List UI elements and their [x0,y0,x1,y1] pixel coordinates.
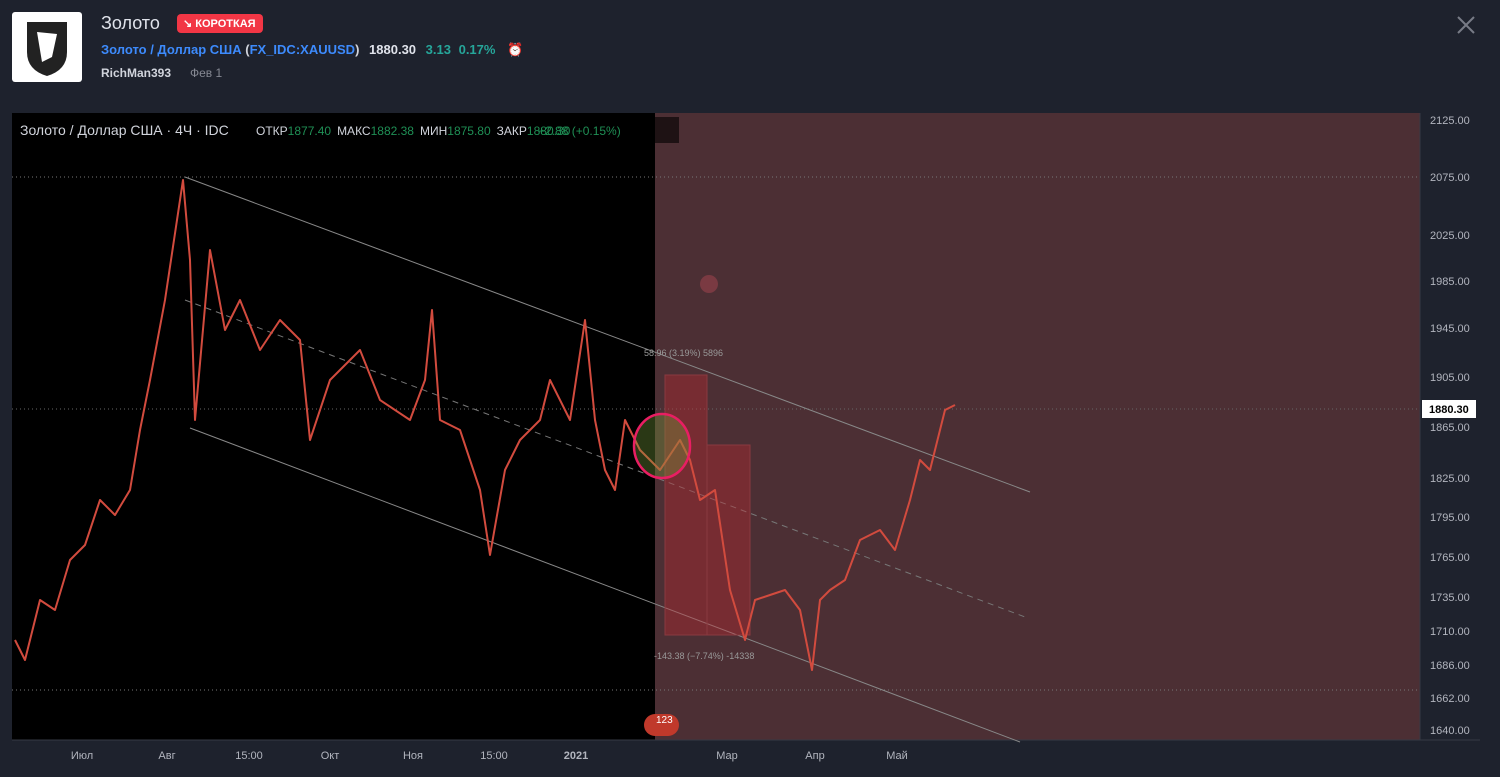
channel-upper [184,176,1031,493]
time-label: Апр [805,750,824,762]
price-label: 2075.00 [1430,172,1470,184]
ohlc-label: МАКС [337,124,371,138]
range-box [664,374,708,636]
change-pct: 0.17% [458,42,496,57]
ohlc-value: 1882.38 [371,124,415,138]
paren: ( [245,42,250,57]
annotation: 58.96 (3.19%) 5896 [644,348,723,358]
events-count: 123 [656,715,673,726]
change: 3.13 [425,42,451,57]
range-box [706,444,751,636]
price-label: 1945.00 [1430,323,1470,335]
channel-mid [184,299,1026,618]
idea-title: Золото [101,13,160,33]
ohlc-label: ЗАКР [497,124,527,138]
time-label: Мар [716,750,738,762]
legend-bg [14,117,679,143]
price-label: 1735.00 [1430,592,1470,604]
price-label: 1640.00 [1430,725,1470,737]
symbol-name[interactable]: Золото / Доллар США [101,42,242,57]
highlight-zone [655,113,1420,740]
price-label: 2025.00 [1430,230,1470,242]
legend-change: +2.88 (+0.15%) [538,124,621,138]
channel-lower [189,427,1021,743]
time-label: Май [886,750,908,762]
price-label: 1865.00 [1430,422,1470,434]
ohlc-label: МИН [420,124,447,138]
price-label: 1905.00 [1430,372,1470,384]
close-button[interactable] [1455,14,1477,36]
ohlc-value: 1880.30 [527,124,571,138]
paren: ) [355,42,360,57]
author[interactable]: RichMan393 [101,66,172,80]
legend-title: Золото / Доллар США · 4Ч · IDC [20,122,229,138]
price-label: 1765.00 [1430,552,1470,564]
time-axis-bg [12,740,1480,770]
alarm-icon[interactable]: ⏰ [507,42,524,57]
avatar[interactable] [12,12,82,82]
current-price-bg [1422,400,1476,418]
price-label: 1710.00 [1430,626,1470,638]
badge-text: КОРОТКАЯ [195,18,256,30]
events-badge[interactable] [644,714,679,736]
time-label: 15:00 [235,750,263,762]
price-label: 1825.00 [1430,473,1470,485]
avatar-icon [27,22,67,76]
price: 1880.30 [369,42,417,57]
price-label: 1795.00 [1430,512,1470,524]
ohlc-value: 1877.40 [288,124,332,138]
time-label: Авг [158,750,175,762]
time-label: 15:00 [480,750,508,762]
price-label: 1662.00 [1430,693,1470,705]
price-label: 1985.00 [1430,276,1470,288]
time-label: 2021 [564,750,588,762]
time-label: Ноя [403,750,423,762]
highlight-circle [632,412,692,480]
price-axis-bg [1420,113,1480,740]
price-series [14,179,956,671]
ticker[interactable]: FX_IDC:XAUUSD [249,42,356,57]
marker [700,275,718,293]
short-badge: ↘ КОРОТКАЯ [177,14,263,33]
time-label: Окт [321,750,340,762]
date: Фев 1 [190,66,223,80]
price-label: 1686.00 [1430,660,1470,672]
chart-bg [12,113,655,740]
price-label: 2125.00 [1430,115,1470,127]
annotation: -143.38 (−7.74%) -14338 [654,651,754,661]
ohlc-label: ОТКР [256,124,288,138]
time-label: Июл [71,750,93,762]
current-price: 1880.30 [1429,404,1469,416]
ohlc-value: 1875.80 [447,124,491,138]
symbol-row: Золото / Доллар США (FX_IDC:XAUUSD) 1880… [101,42,523,58]
